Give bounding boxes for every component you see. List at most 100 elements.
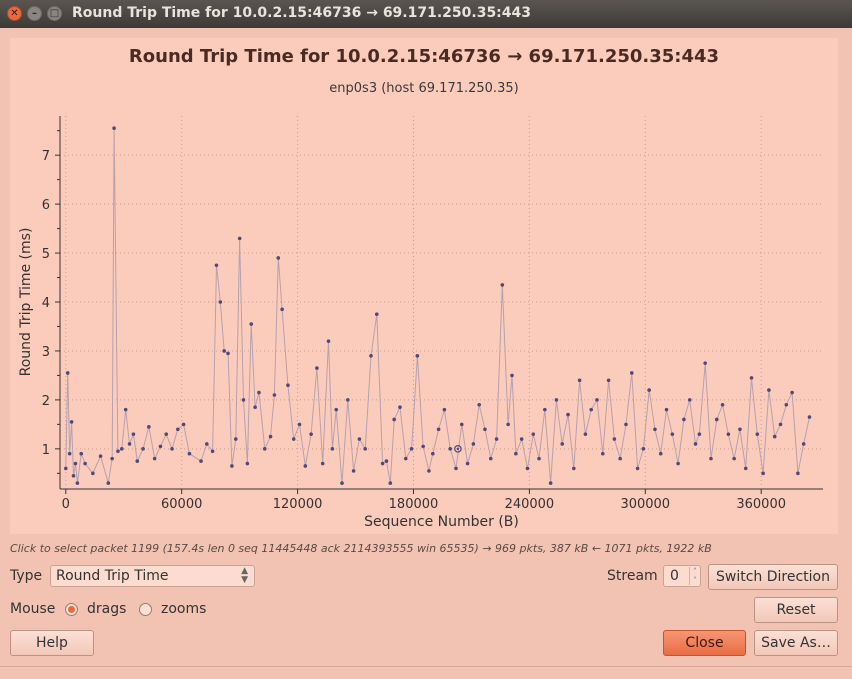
rtt-point — [110, 456, 114, 461]
rtt-point — [98, 454, 103, 458]
close-window-icon[interactable]: ✕ — [7, 6, 22, 21]
rtt-point — [635, 466, 640, 471]
rtt-point — [152, 456, 157, 461]
rtt-point — [374, 312, 379, 317]
switch-direction-button[interactable]: Switch Direction — [708, 564, 838, 590]
rtt-point — [807, 415, 812, 419]
x-tick-label: 120000 — [273, 497, 323, 512]
rtt-point — [262, 447, 267, 451]
rtt-point — [112, 126, 116, 131]
window-titlebar: ✕ – □ Round Trip Time for 10.0.2.15:4673… — [0, 0, 852, 28]
rtt-point — [658, 451, 663, 456]
rtt-point — [612, 437, 617, 441]
type-select[interactable]: Round Trip Time ▲ ▼ — [50, 565, 255, 587]
rtt-point — [158, 444, 163, 449]
rtt-point — [357, 437, 362, 441]
minimize-window-icon[interactable]: – — [27, 6, 42, 21]
rtt-point — [543, 407, 547, 412]
rtt-point — [297, 422, 302, 427]
rtt-point — [583, 432, 588, 436]
rtt-point — [131, 432, 136, 436]
rtt-point — [249, 322, 254, 326]
rtt-chart[interactable]: 0 60000 120000 180000 240000 300000 360000 1 2 3 4… — [10, 38, 838, 534]
rtt-point — [141, 447, 145, 451]
rtt-point — [519, 437, 524, 441]
rtt-point — [187, 451, 192, 456]
rtt-point — [291, 437, 296, 441]
drags-label: drags — [87, 601, 127, 617]
maximize-window-icon[interactable]: □ — [47, 6, 62, 21]
reset-button[interactable]: Reset — [754, 597, 838, 623]
rtt-point — [767, 388, 771, 392]
rtt-point — [334, 407, 339, 412]
rtt-point — [548, 481, 553, 485]
rtt-point — [714, 417, 719, 422]
rtt-point — [369, 354, 373, 358]
zooms-radio[interactable] — [139, 603, 152, 616]
rtt-point — [790, 390, 794, 395]
rtt-point — [409, 447, 414, 451]
rtt-point — [91, 471, 95, 476]
help-button[interactable]: Help — [10, 630, 94, 656]
rtt-point — [732, 456, 736, 461]
plot-panel[interactable]: Round Trip Time for 10.0.2.15:46736 → 69… — [10, 38, 838, 534]
y-tick-label: 2 — [42, 394, 50, 409]
rtt-point — [670, 432, 675, 436]
rtt-point — [506, 422, 510, 427]
rtt-point — [682, 417, 686, 422]
x-axis-label: Sequence Number (B) — [364, 514, 519, 530]
rtt-point — [676, 461, 680, 466]
rtt-point — [427, 469, 431, 473]
rtt-point — [303, 464, 308, 468]
plot-title: Round Trip Time for 10.0.2.15:46736 → 69… — [128, 46, 720, 67]
drags-radio[interactable] — [65, 603, 78, 616]
rtt-point — [488, 456, 493, 461]
window-title: Round Trip Time for 10.0.2.15:46736 → 69… — [72, 5, 532, 21]
rtt-point — [465, 461, 470, 466]
save-as-button[interactable]: Save As… — [754, 630, 838, 656]
rtt-point — [199, 459, 203, 463]
rtt-point — [127, 442, 132, 446]
rtt-point — [330, 447, 335, 451]
type-select-value: Round Trip Time — [56, 568, 169, 584]
rtt-point — [560, 442, 565, 446]
rtt-point — [477, 402, 481, 407]
rtt-point — [693, 442, 698, 446]
rtt-point — [525, 466, 530, 471]
rtt-point — [415, 354, 420, 358]
rtt-point — [471, 442, 476, 446]
rtt-point — [123, 407, 128, 412]
rtt-point — [320, 461, 325, 466]
rtt-point — [421, 444, 425, 449]
rtt-point — [566, 412, 570, 417]
rtt-point — [431, 451, 435, 456]
x-tick-label: 60000 — [161, 497, 202, 512]
x-tick-label: 180000 — [389, 497, 439, 512]
rtt-point — [796, 471, 800, 476]
plot-subtitle: enp0s3 (host 69.171.250.35) — [329, 81, 519, 96]
rtt-point — [346, 398, 350, 402]
rtt-point — [222, 349, 226, 353]
rtt-point — [276, 256, 281, 260]
rtt-point — [749, 376, 754, 380]
rtt-point — [500, 283, 505, 287]
rtt-point — [120, 447, 124, 451]
y-tick-label: 4 — [42, 296, 50, 311]
rtt-point — [315, 366, 319, 370]
close-button[interactable]: Close — [663, 630, 746, 656]
rtt-point — [73, 461, 78, 466]
rtt-point — [606, 378, 611, 383]
y-axis-label: Round Trip Time (ms) — [18, 228, 34, 377]
rtt-point — [459, 422, 464, 427]
rtt-point — [600, 451, 605, 456]
rtt-point — [664, 407, 669, 412]
rtt-point — [164, 432, 169, 436]
rtt-point — [253, 405, 257, 410]
rtt-point — [116, 449, 120, 454]
spin-arrows-icon[interactable]: ˄ ˅ — [689, 567, 697, 585]
rtt-point — [403, 456, 408, 461]
stream-spinbox[interactable]: 0 ˄ ˅ — [663, 565, 701, 587]
rtt-point — [755, 432, 760, 436]
rtt-point — [63, 466, 68, 471]
rtt-point — [647, 388, 651, 392]
